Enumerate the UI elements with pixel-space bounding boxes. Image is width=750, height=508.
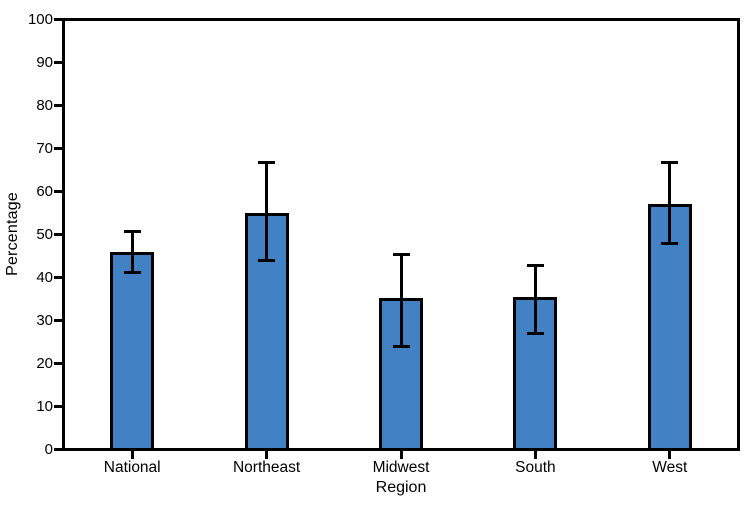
y-tick-label-70: 70 (36, 139, 53, 157)
x-tick-south (533, 451, 537, 459)
error-cap-bottom-south (526, 332, 544, 336)
y-tick-60 (54, 190, 62, 193)
error-cap-top-west (661, 160, 679, 164)
x-tick-label-national: National (103, 459, 161, 476)
y-tick-label-60: 60 (36, 182, 53, 200)
y-tick-label-90: 90 (36, 53, 53, 71)
error-cap-bottom-national (123, 270, 141, 274)
y-tick-50 (54, 233, 62, 236)
error-cap-top-northeast (258, 161, 276, 165)
y-tick-label-0: 0 (44, 440, 53, 458)
y-tick-70 (54, 147, 62, 150)
error-cap-bottom-northeast (258, 259, 276, 263)
plot-area (62, 18, 740, 451)
y-tick-label-20: 20 (36, 354, 53, 372)
y-tick-10 (54, 405, 62, 408)
y-tick-label-100: 100 (27, 10, 53, 28)
y-tick-90 (54, 61, 62, 64)
y-tick-label-40: 40 (36, 268, 53, 286)
x-tick-midwest (399, 451, 403, 459)
x-tick-label-northeast: Northeast (232, 459, 301, 476)
y-tick-label-50: 50 (36, 225, 53, 243)
error-cap-bottom-midwest (392, 344, 410, 348)
y-tick-40 (54, 276, 62, 279)
y-tick-20 (54, 362, 62, 365)
error-bar-west (668, 162, 672, 244)
x-tick-west (668, 451, 672, 459)
error-bar-south (533, 265, 537, 334)
y-tick-label-10: 10 (36, 397, 53, 415)
error-bar-midwest (399, 254, 403, 347)
x-tick-northeast (265, 451, 269, 459)
x-tick-national (130, 451, 134, 459)
error-cap-top-south (526, 263, 544, 267)
error-cap-bottom-west (661, 241, 679, 245)
x-axis-title: Region (375, 479, 427, 496)
error-bar-national (130, 231, 134, 273)
y-tick-label-30: 30 (36, 311, 53, 329)
bar-national (110, 251, 155, 448)
y-tick-100 (54, 18, 62, 21)
y-tick-0 (54, 448, 62, 451)
y-tick-30 (54, 319, 62, 322)
y-tick-label-80: 80 (36, 96, 53, 114)
error-cap-top-midwest (392, 253, 410, 257)
x-tick-label-south: South (515, 459, 556, 476)
error-cap-top-national (123, 230, 141, 233)
x-tick-label-west: West (652, 459, 688, 476)
y-tick-80 (54, 104, 62, 107)
error-bar-northeast (265, 162, 269, 261)
x-tick-label-midwest: Midwest (372, 459, 430, 476)
